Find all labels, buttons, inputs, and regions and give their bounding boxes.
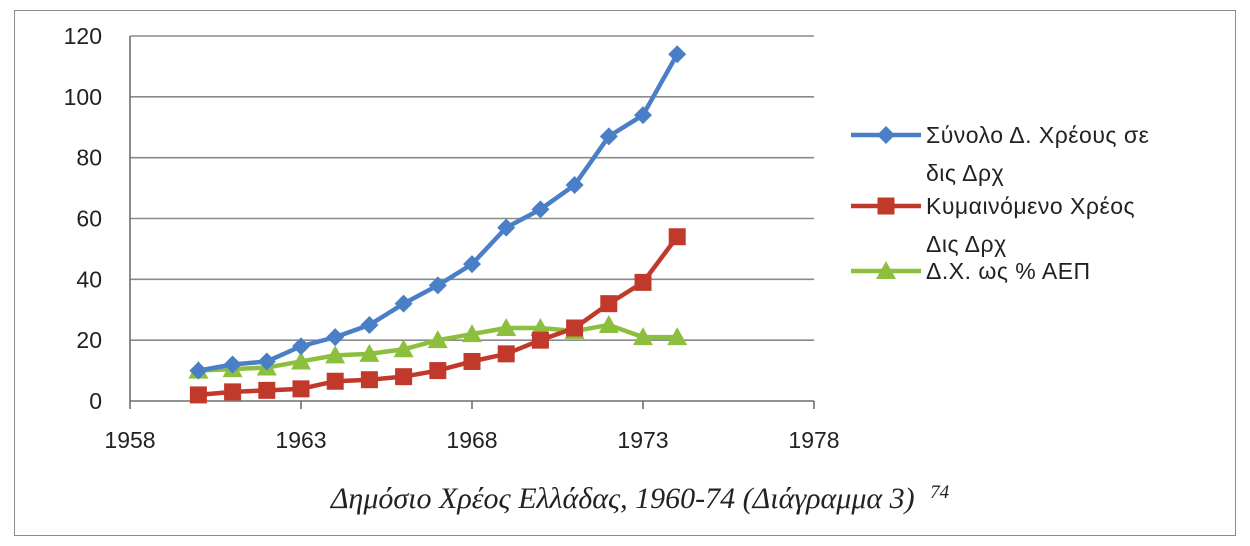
y-tick-label: 0 [89,388,102,414]
chart-caption: Δημόσιο Χρέος Ελλάδας, 1960-74 (Διάγραμμ… [330,482,950,515]
data-point [463,255,481,274]
data-point [257,352,276,371]
data-point [326,372,344,390]
legend-marker [876,261,896,279]
data-point [462,324,482,343]
data-point [325,345,346,364]
data-point [497,218,516,237]
y-tick-label: 100 [64,84,102,110]
data-point [531,331,549,349]
chart-frame [14,10,1236,536]
legend-marker [877,126,895,144]
data-point [634,273,652,291]
x-tick-label: 1958 [104,427,155,453]
legend-item-2: Δ.Χ. ως % ΑΕΠ [851,258,1091,284]
data-point [667,327,688,346]
y-tick-label: 20 [76,327,102,353]
data-point [360,371,378,389]
y-tick-label: 80 [76,145,102,171]
data-point [463,352,481,370]
data-point [496,318,517,336]
data-point [668,228,686,246]
data-point [224,383,242,401]
data-point [258,381,276,399]
data-point [566,319,584,337]
data-point [292,380,310,398]
data-point [530,318,551,336]
data-point [668,45,687,64]
x-tick-label: 1968 [446,427,497,453]
legend-marker [877,197,895,215]
data-point [497,345,515,363]
data-point [634,106,652,125]
data-point [360,315,379,334]
data-point [531,200,550,219]
footnote-ref: 74 [930,482,950,503]
data-point [326,328,345,347]
data-point [395,368,413,386]
x-tick-labels: 1958 1963 1968 1973 1978 [104,401,840,453]
y-tick-label: 60 [76,206,102,232]
data-point [428,276,447,295]
data-point [189,386,207,404]
data-point [292,337,310,356]
legend-label: δις Δρχ [926,160,1004,186]
legend-label: Δις Δρχ [926,231,1007,257]
data-point [427,330,448,349]
data-point [393,339,414,358]
series-1 [189,228,686,404]
legend-item-0: Σύνολο Δ. Χρέους σε δις Δρχ [851,122,1149,186]
data-point [600,295,618,313]
legend-label: Σύνολο Δ. Χρέους σε [926,122,1149,148]
x-tick-label: 1963 [275,427,326,453]
data-point [223,355,242,374]
data-point [565,176,584,195]
series-0 [189,45,687,380]
data-point [599,127,618,146]
y-tick-label: 40 [76,266,102,292]
legend-label: Δ.Χ. ως % ΑΕΠ [926,258,1091,284]
x-tick-label: 1973 [617,427,668,453]
data-point [189,361,208,380]
x-tick-label: 1978 [788,427,839,453]
gridlines [130,35,814,341]
y-tick-label: 120 [64,23,102,49]
legend-label: Κυμαινόμενο Χρέος [926,193,1135,219]
chart-title: Δημόσιο Χρέος Ελλάδας, 1960-74 (Διάγραμμ… [330,482,915,515]
data-point [291,351,311,370]
data-point [394,294,413,313]
series-group [188,45,688,404]
legend-item-1: Κυμαινόμενο Χρέος Δις Δρχ [851,193,1135,257]
data-point [359,343,380,362]
legend: Σύνολο Δ. Χρέους σε δις Δρχ Κυμαινόμενο Χρ… [851,122,1149,284]
data-point [598,314,619,333]
data-point [633,327,653,346]
y-tick-labels: 0 20 40 60 80 100 120 [64,23,102,414]
data-point [429,362,447,380]
